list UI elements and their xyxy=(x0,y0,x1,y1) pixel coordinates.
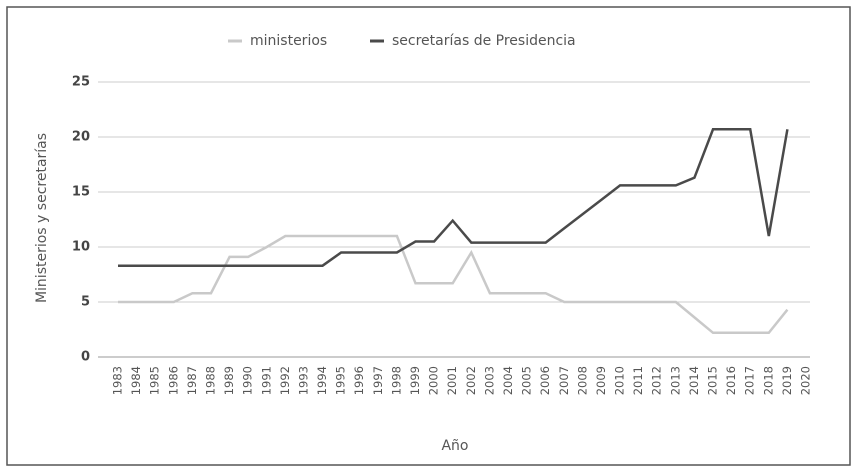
y-tick-label: 15 xyxy=(72,185,90,200)
series-line xyxy=(118,234,789,335)
x-axis-label: Año xyxy=(441,438,468,454)
x-tick-label: 1994 xyxy=(315,366,329,395)
x-tick-label: 1989 xyxy=(222,366,236,395)
x-tick-label: 2015 xyxy=(706,366,720,395)
x-tick-label: 2008 xyxy=(575,366,589,395)
y-tick-label: 10 xyxy=(72,240,90,255)
x-tick-label: 2009 xyxy=(594,366,608,395)
x-tick-label: 2020 xyxy=(799,366,813,395)
x-tick-label: 2014 xyxy=(687,366,701,395)
x-tick-label: 2013 xyxy=(668,366,682,395)
x-tick-label: 2002 xyxy=(464,366,478,395)
x-tick-label: 2010 xyxy=(613,366,627,395)
x-tick-label: 2005 xyxy=(520,366,534,395)
x-tick-label: 1992 xyxy=(278,366,292,395)
x-tick-label: 2018 xyxy=(761,366,775,395)
x-tick-label: 2011 xyxy=(631,366,645,395)
y-tick-label: 20 xyxy=(72,130,90,145)
x-tick-label: 1995 xyxy=(334,366,348,395)
y-tick-label: 5 xyxy=(81,295,90,310)
x-tick-label: 2006 xyxy=(538,366,552,395)
x-tick-label: 1984 xyxy=(129,366,143,395)
x-tick-label: 1988 xyxy=(203,366,217,395)
y-tick-label: 25 xyxy=(72,75,90,90)
x-tick-label: 2001 xyxy=(445,366,459,395)
y-tick-label: 0 xyxy=(81,350,90,365)
x-tick-label: 1993 xyxy=(296,366,310,395)
x-tick-label: 2000 xyxy=(427,366,441,395)
x-tick-label: 2004 xyxy=(501,366,515,395)
x-tick-label: 1985 xyxy=(148,366,162,395)
x-tick-label: 2019 xyxy=(780,366,794,395)
legend-label: ministerios xyxy=(250,33,327,49)
x-tick-label: 2017 xyxy=(743,366,757,395)
frame xyxy=(6,6,851,466)
series-line xyxy=(118,128,789,267)
x-tick-label: 1986 xyxy=(166,366,180,395)
x-tick-label: 1987 xyxy=(185,366,199,395)
x-tick-label: 1999 xyxy=(408,366,422,395)
y-axis-label: Ministerios y secretarías xyxy=(34,133,50,303)
x-tick-label: 1983 xyxy=(111,366,125,395)
x-tick-label: 1997 xyxy=(371,366,385,395)
x-tick-label: 2012 xyxy=(650,366,664,395)
x-tick-label: 2007 xyxy=(557,366,571,395)
x-tick-label: 2016 xyxy=(724,366,738,395)
x-tick-label: 2003 xyxy=(482,366,496,395)
x-tick-label: 1998 xyxy=(389,366,403,395)
legend-label: secretarías de Presidencia xyxy=(392,33,576,49)
x-tick-label: 1990 xyxy=(241,366,255,395)
x-tick-label: 1996 xyxy=(352,366,366,395)
x-tick-label: 1991 xyxy=(259,366,273,395)
